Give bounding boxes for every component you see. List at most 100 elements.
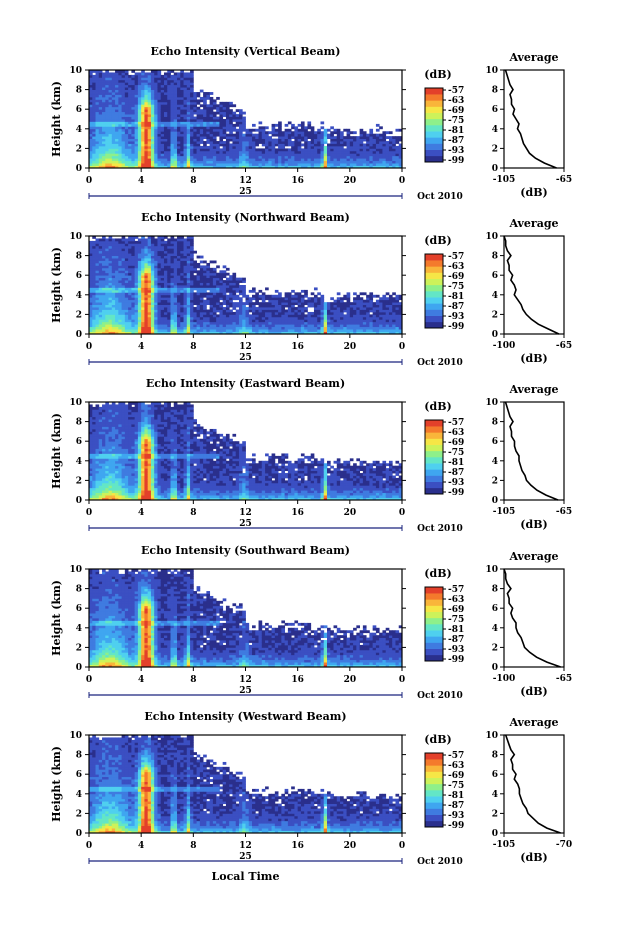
- heatmap-cell: [95, 131, 100, 135]
- heatmap-cell: [222, 321, 227, 325]
- heatmap-cell: [115, 136, 119, 139]
- heatmap-cell: [199, 297, 204, 301]
- heatmap-cell: [392, 331, 396, 335]
- heatmap-cell: [95, 141, 100, 144]
- heatmap-cell: [131, 99, 136, 103]
- heatmap-cell: [359, 138, 364, 142]
- heatmap-cell: [203, 280, 207, 283]
- heatmap-cell: [323, 148, 328, 152]
- heatmap-cell: [320, 136, 325, 139]
- heatmap-cell: [310, 311, 315, 315]
- heatmap-cell: [177, 307, 181, 310]
- heatmap-cell: [144, 282, 149, 286]
- heatmap-cell: [128, 238, 132, 242]
- heatmap-cell: [154, 270, 158, 274]
- heatmap-cell: [190, 84, 194, 88]
- heatmap-cell: [98, 94, 103, 98]
- heatmap-cell: [154, 128, 158, 132]
- heatmap-cell: [248, 148, 253, 152]
- heatmap-cell: [154, 329, 158, 332]
- heatmap-cell: [242, 304, 246, 308]
- heatmap-cell: [121, 99, 126, 103]
- heatmap-cell: [359, 131, 364, 135]
- heatmap-cell: [137, 87, 142, 90]
- heatmap-cell: [89, 121, 93, 125]
- heatmap-cell: [310, 145, 315, 149]
- heatmap-cell: [102, 324, 106, 328]
- heatmap-cell: [268, 316, 272, 320]
- heatmap-cell: [98, 243, 103, 247]
- heatmap-cell: [98, 145, 103, 149]
- heatmap-cell: [111, 272, 116, 276]
- heatmap-cell: [147, 287, 152, 291]
- heatmap-cell: [375, 324, 380, 328]
- heatmap-cell: [388, 326, 393, 330]
- heatmap-cell: [121, 126, 126, 130]
- heatmap-cell: [372, 309, 377, 313]
- heatmap-cell: [323, 128, 328, 132]
- heatmap-cell: [147, 94, 152, 98]
- heatmap-cell: [102, 299, 106, 303]
- heatmap-cell: [108, 265, 113, 269]
- heatmap-cell: [160, 77, 165, 81]
- heatmap-cell: [128, 248, 132, 252]
- heatmap-cell: [150, 148, 155, 152]
- colorbar-tick-label: -75: [448, 282, 464, 292]
- heatmap-cell: [388, 331, 393, 335]
- heatmap-cell: [170, 311, 175, 315]
- heatmap-cell: [199, 119, 204, 122]
- heatmap-cell: [141, 287, 145, 291]
- heatmap-cell: [372, 316, 377, 320]
- heatmap-cell: [349, 314, 354, 318]
- heatmap-cell: [278, 158, 282, 162]
- heatmap-cell: [105, 319, 109, 323]
- heatmap-cell: [92, 243, 96, 247]
- heatmap-cell: [388, 143, 393, 147]
- heatmap-cell: [95, 319, 100, 323]
- heatmap-cell: [128, 255, 132, 259]
- heatmap-cell: [372, 329, 377, 332]
- heatmap-cell: [105, 158, 109, 162]
- heatmap-cell: [121, 240, 126, 244]
- heatmap-cell: [323, 307, 328, 310]
- heatmap-cell: [190, 77, 194, 81]
- heatmap-cell: [183, 285, 188, 288]
- heatmap-cell: [147, 253, 152, 256]
- heatmap-cell: [183, 280, 188, 283]
- heatmap-cell: [124, 79, 129, 83]
- heatmap-cell: [206, 141, 211, 144]
- heatmap-cell: [196, 324, 201, 328]
- heatmap-cell: [154, 319, 158, 323]
- heatmap-cell: [102, 160, 106, 164]
- heatmap-cell: [115, 155, 119, 159]
- heatmap-cell: [118, 82, 122, 86]
- heatmap-cell: [193, 311, 197, 315]
- heatmap-cell: [89, 123, 93, 127]
- heatmap-cell: [248, 158, 253, 162]
- heatmap-cell: [118, 243, 122, 247]
- heatmap-cell: [199, 270, 204, 274]
- heatmap-cell: [131, 314, 136, 318]
- heatmap-cell: [281, 304, 286, 308]
- heatmap-cell: [255, 326, 259, 330]
- heatmap-cell: [255, 311, 259, 315]
- heatmap-cell: [330, 326, 334, 330]
- heatmap-cell: [180, 292, 184, 296]
- heatmap-cell: [222, 282, 227, 286]
- heatmap-cell: [118, 255, 122, 259]
- heatmap-cell: [229, 165, 233, 169]
- heatmap-cell: [111, 321, 116, 325]
- heatmap-cell: [353, 304, 357, 308]
- heatmap-cell: [95, 111, 100, 115]
- heatmap-cell: [333, 145, 338, 149]
- heatmap-cell: [128, 270, 132, 274]
- heatmap-cell: [144, 253, 149, 256]
- heatmap-cell: [108, 272, 113, 276]
- heatmap-cell: [163, 123, 168, 127]
- heatmap-cell: [163, 260, 168, 264]
- heatmap-cell: [229, 280, 233, 283]
- heatmap-cell: [238, 153, 243, 157]
- heatmap-cell: [150, 287, 155, 291]
- heatmap-cell: [310, 128, 315, 132]
- heatmap-cell: [375, 150, 380, 154]
